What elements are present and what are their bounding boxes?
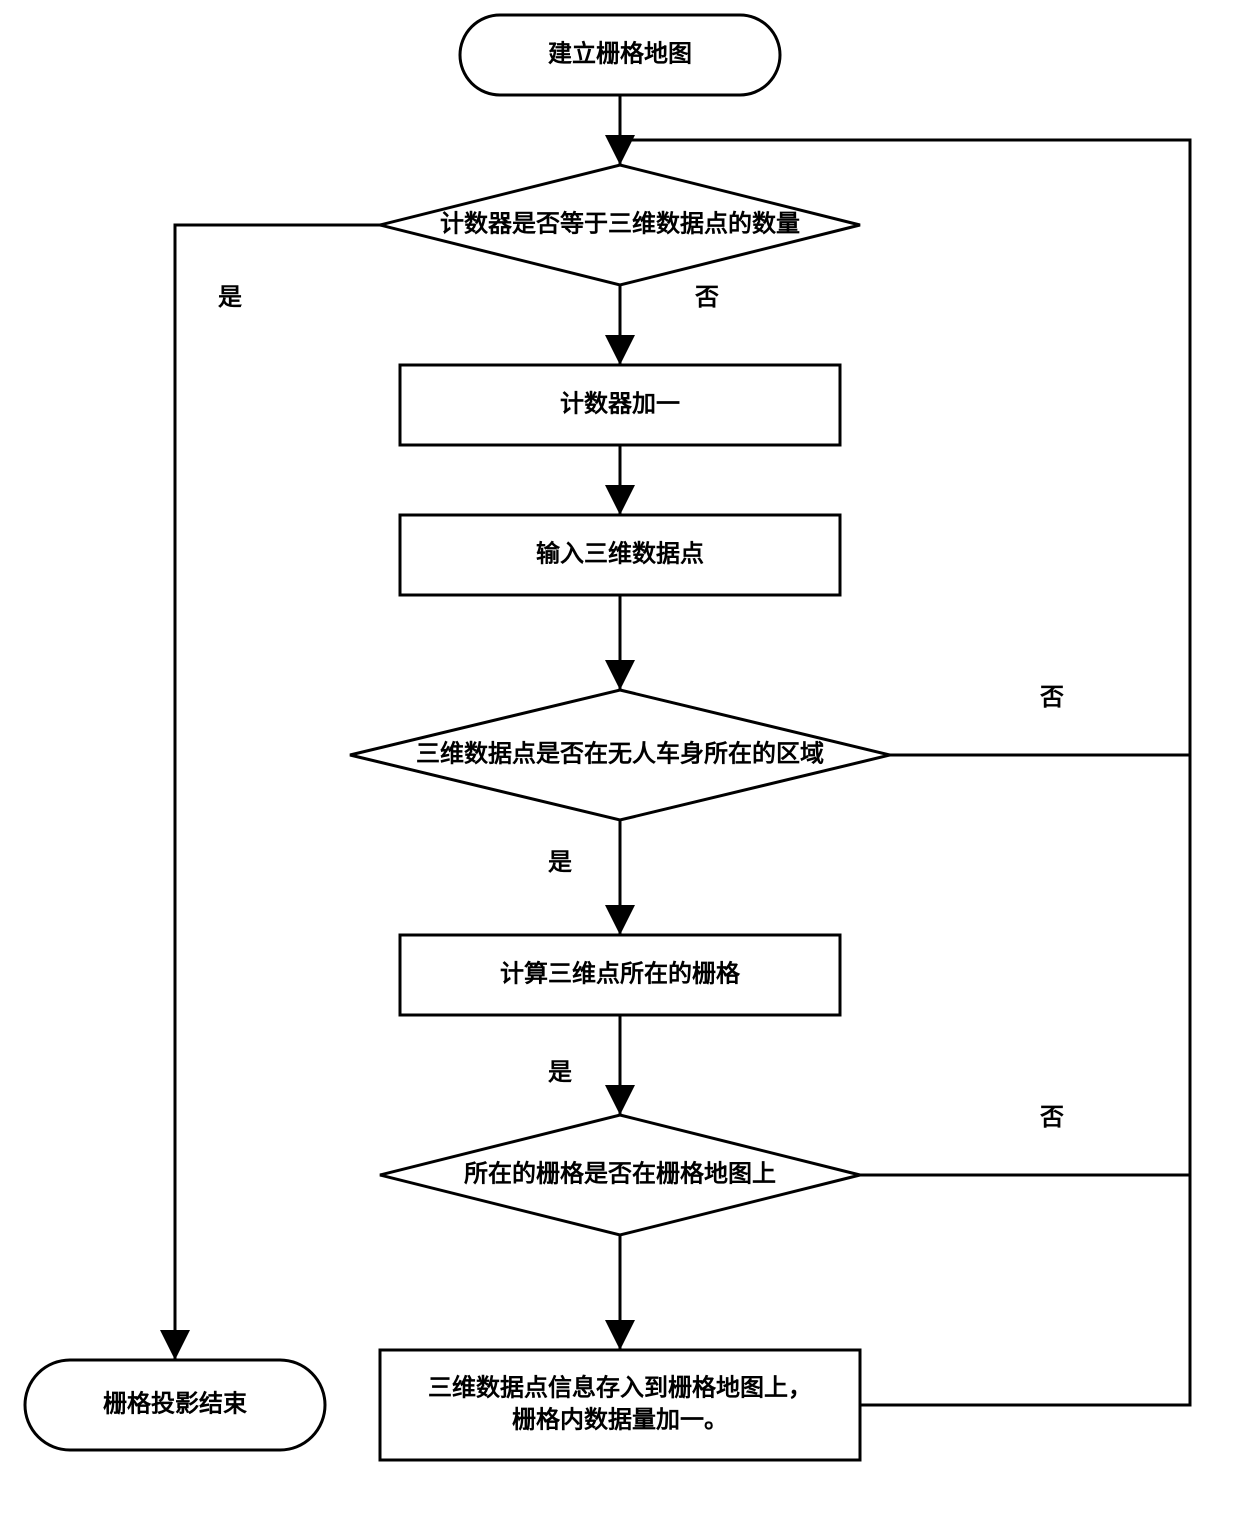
node-process3: 计算三维点所在的栅格 xyxy=(400,935,840,1015)
node-process2: 输入三维数据点 xyxy=(400,515,840,595)
edge-label-d2_no: 否 xyxy=(1039,684,1064,711)
nodes: 建立栅格地图计数器是否等于三维数据点的数量计数器加一输入三维数据点三维数据点是否… xyxy=(25,15,890,1460)
node-start: 建立栅格地图 xyxy=(460,15,780,95)
edge-label-d3_no: 否 xyxy=(1039,1104,1064,1131)
node-label: 输入三维数据点 xyxy=(536,539,704,567)
node-process1: 计数器加一 xyxy=(400,365,840,445)
edge-label-d1_yes: 是 xyxy=(218,284,242,311)
node-label: 三维数据点是否在无人车身所在的区域 xyxy=(416,739,824,767)
node-label: 计算三维点所在的栅格 xyxy=(500,959,741,987)
edge-label-d3_yes_above: 是 xyxy=(548,1059,572,1086)
edge xyxy=(175,225,380,1360)
node-label: 栅格投影结束 xyxy=(103,1390,248,1417)
node-label: 所在的栅格是否在栅格地图上 xyxy=(464,1159,776,1187)
node-label: 栅格内数据量加一。 xyxy=(512,1406,728,1433)
node-process4: 三维数据点信息存入到栅格地图上， 栅格内数据量加一。 xyxy=(380,1350,860,1460)
node-label: 计数器加一 xyxy=(560,390,680,417)
node-decision3: 所在的栅格是否在栅格地图上 xyxy=(380,1115,860,1235)
node-label: 三维数据点信息存入到栅格地图上， xyxy=(428,1373,812,1401)
flowchart-canvas: 建立栅格地图计数器是否等于三维数据点的数量计数器加一输入三维数据点三维数据点是否… xyxy=(0,0,1240,1527)
node-end: 栅格投影结束 xyxy=(25,1360,325,1450)
node-decision2: 三维数据点是否在无人车身所在的区域 xyxy=(350,690,890,820)
edge xyxy=(860,755,1190,1175)
edge-label-d2_yes: 是 xyxy=(548,849,572,876)
node-label: 建立栅格地图 xyxy=(548,39,692,67)
node-decision1: 计数器是否等于三维数据点的数量 xyxy=(380,165,860,285)
node-label: 计数器是否等于三维数据点的数量 xyxy=(440,209,800,237)
edge-label-d1_no: 否 xyxy=(694,284,719,311)
edge xyxy=(860,1175,1190,1405)
